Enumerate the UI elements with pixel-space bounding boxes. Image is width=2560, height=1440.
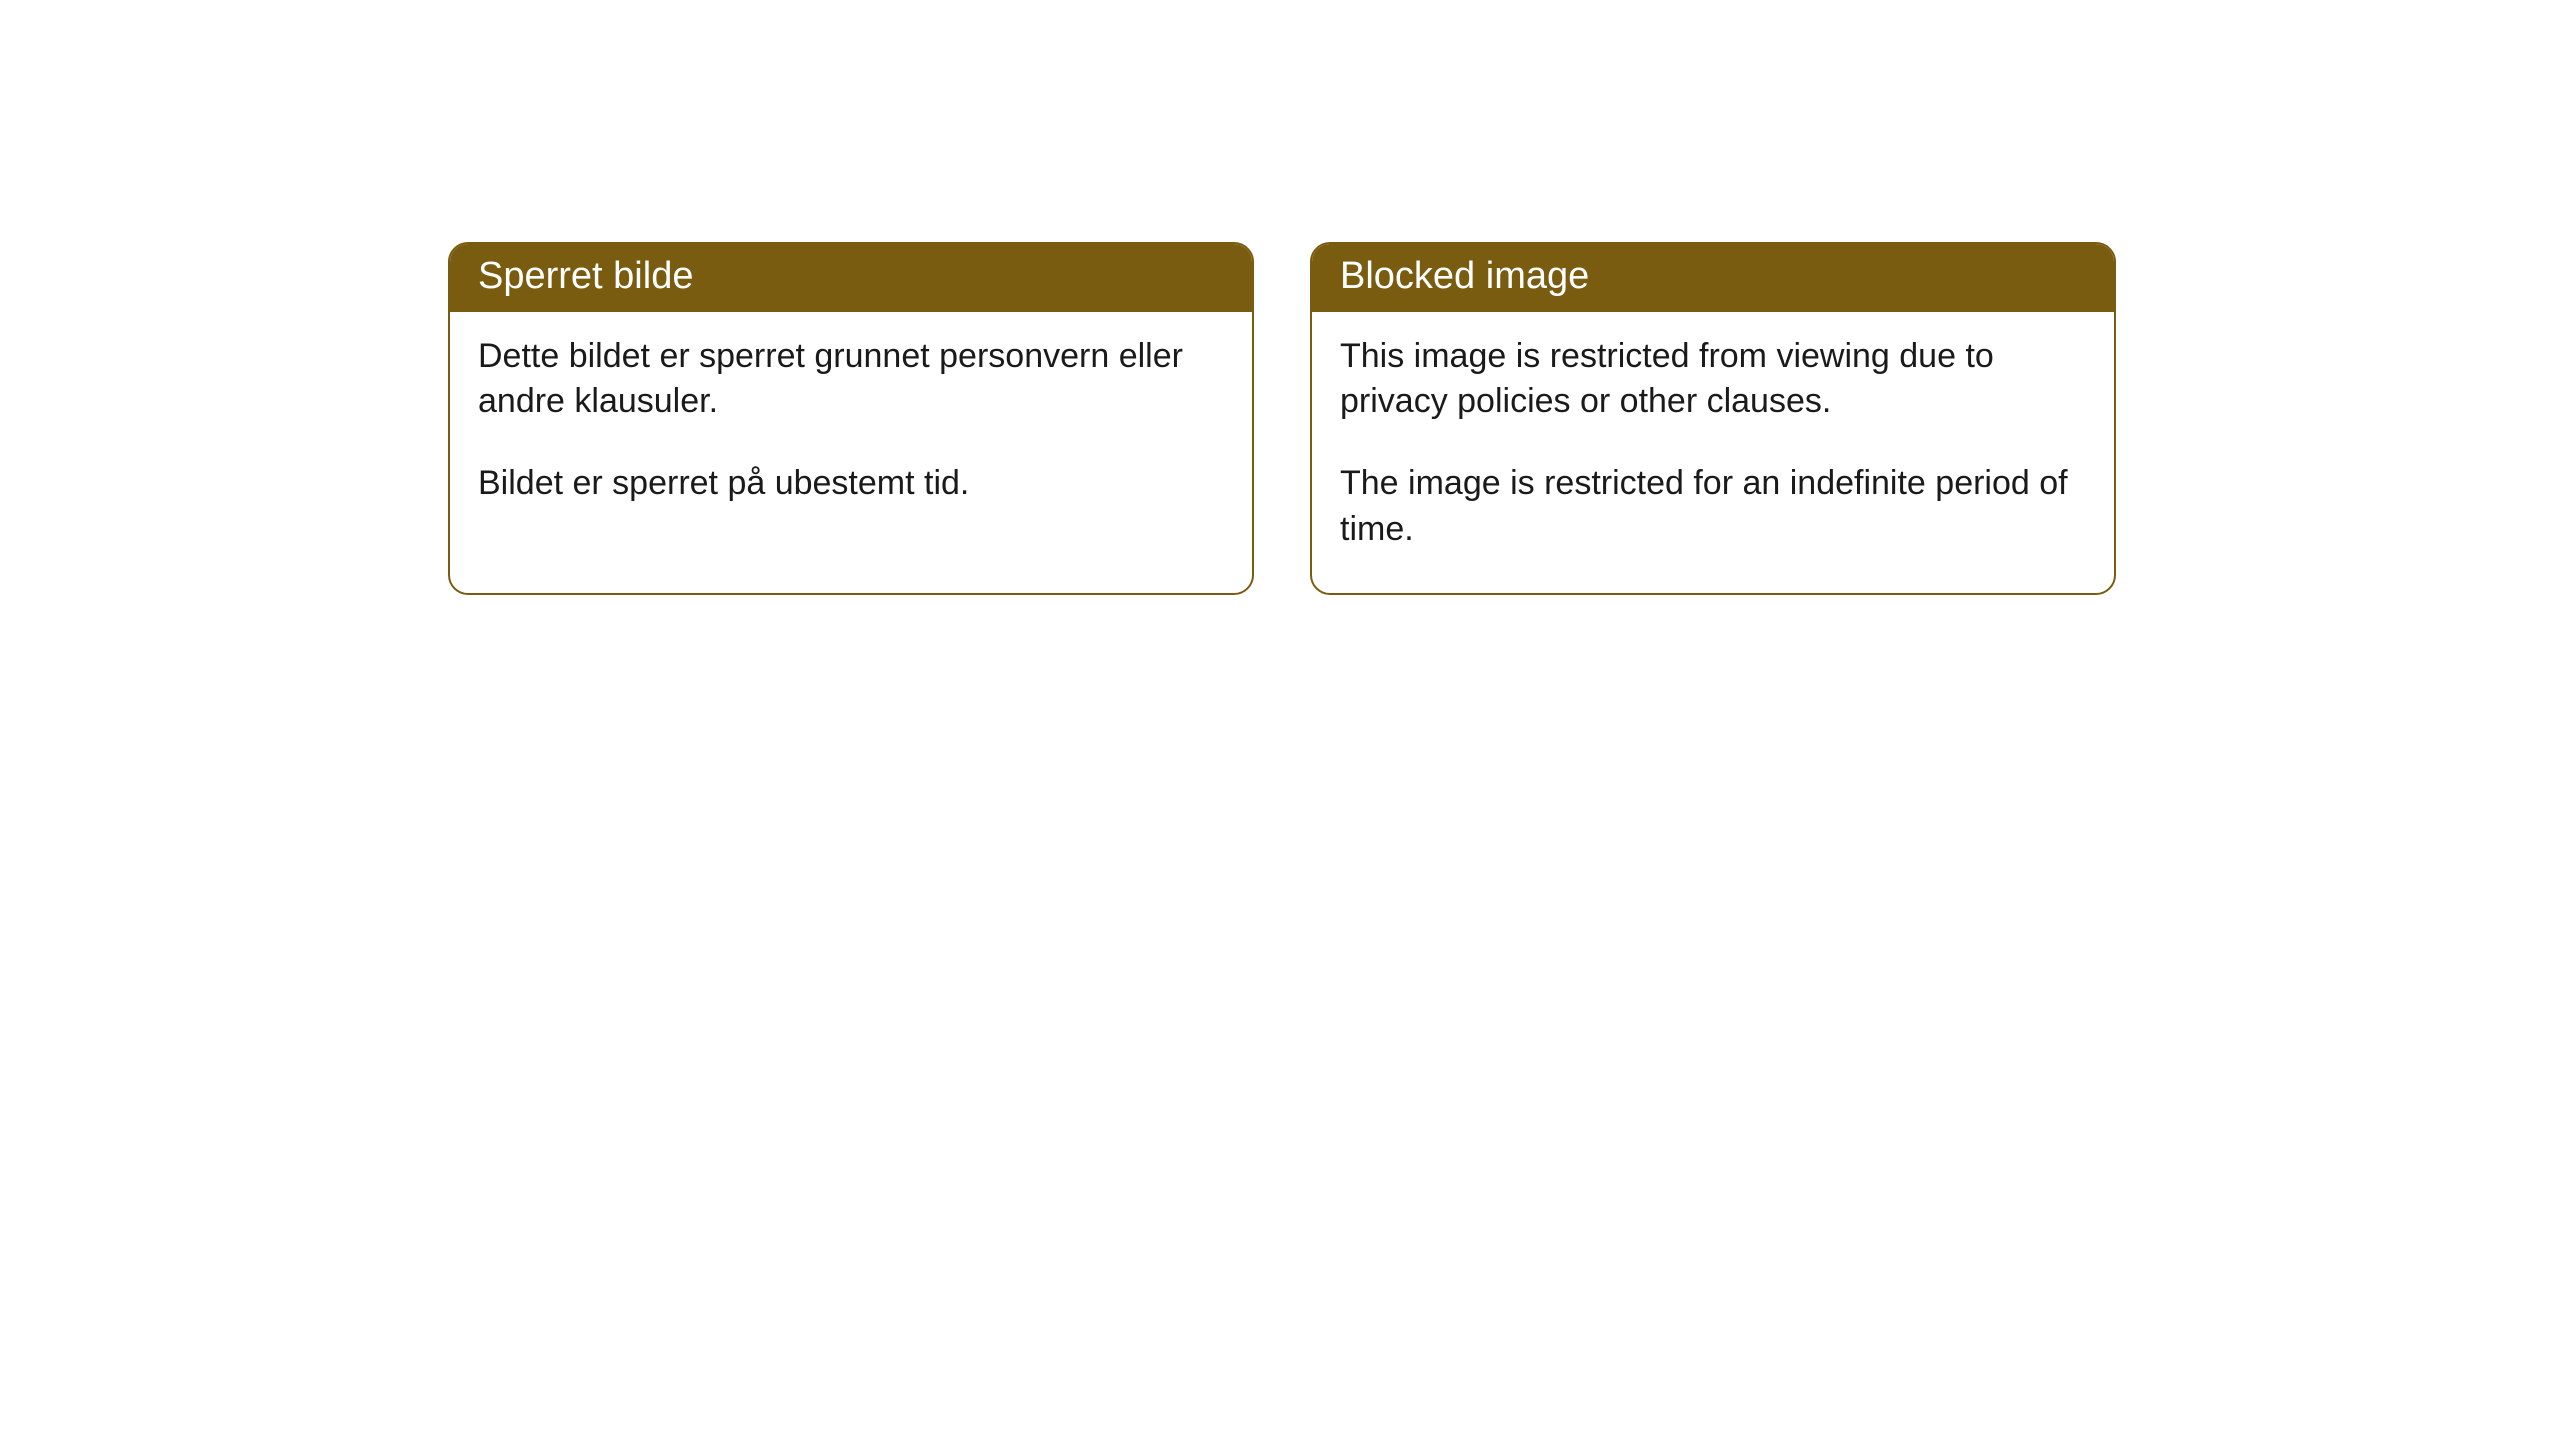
card-body: Dette bildet er sperret grunnet personve…: [450, 312, 1252, 548]
card-paragraph: The image is restricted for an indefinit…: [1340, 461, 2086, 553]
card-paragraph: Dette bildet er sperret grunnet personve…: [478, 334, 1224, 426]
card-title: Sperret bilde: [450, 244, 1252, 312]
card-body: This image is restricted from viewing du…: [1312, 312, 2114, 594]
card-paragraph: Bildet er sperret på ubestemt tid.: [478, 461, 1224, 507]
notice-card-english: Blocked image This image is restricted f…: [1310, 242, 2116, 595]
card-title: Blocked image: [1312, 244, 2114, 312]
notice-card-norwegian: Sperret bilde Dette bildet er sperret gr…: [448, 242, 1254, 595]
card-paragraph: This image is restricted from viewing du…: [1340, 334, 2086, 426]
notice-cards-container: Sperret bilde Dette bildet er sperret gr…: [448, 242, 2116, 595]
